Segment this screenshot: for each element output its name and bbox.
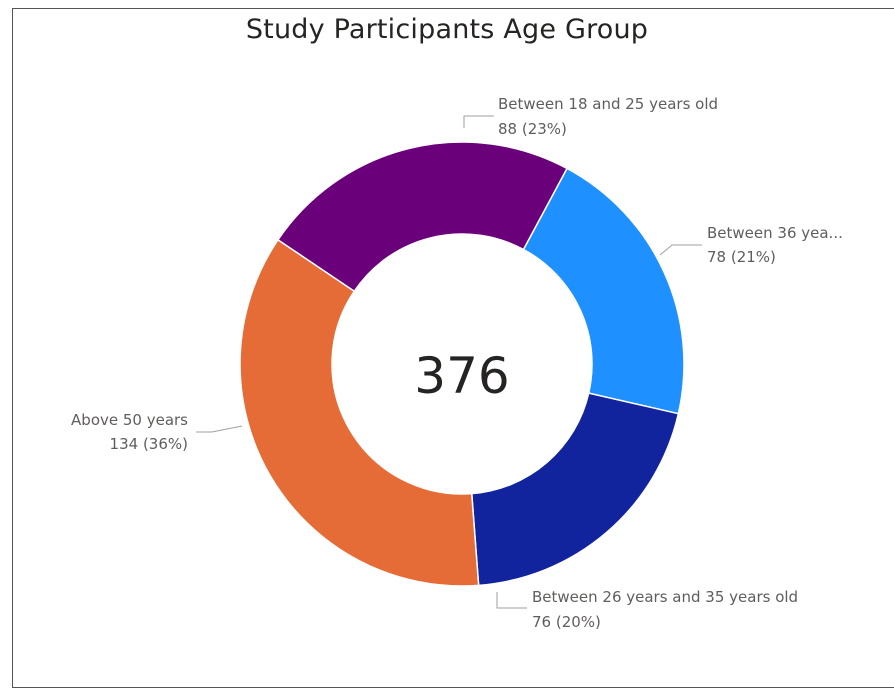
slice-value-between-18-and-25-years-old: 88 (23%)	[498, 120, 567, 138]
slice-between-26-years-and-35-years-old[interactable]	[470, 392, 680, 587]
center-total-label: 376	[414, 347, 509, 405]
leader-line-between-36-years-and-50-years-old	[659, 244, 702, 256]
slice-value-above-50-years: 134 (36%)	[110, 435, 188, 453]
slice-between-18-and-25-years-old[interactable]	[276, 141, 569, 293]
slice-above-50-years[interactable]	[239, 238, 480, 587]
donut-slices	[239, 141, 685, 587]
slice-labels: Between 18 and 25 years old 88 (23%) Betwe…	[71, 95, 843, 631]
chart-title: Study Participants Age Group	[245, 14, 649, 45]
leader-lines	[196, 115, 702, 609]
slice-value-between-36-years-and-50-years-old: 78 (21%)	[707, 248, 776, 266]
slice-label-between-26-years-and-35-years-old: Between 26 years and 35 years old	[532, 588, 798, 606]
slice-label-between-36-years-and-50-years-old: Between 36 yea...	[707, 224, 843, 242]
slice-value-between-26-years-and-35-years-old: 76 (20%)	[532, 613, 601, 631]
leader-line-above-50-years	[196, 425, 243, 433]
donut-chart: Between 18 and 25 years old 88 (23%) Betwe…	[71, 95, 843, 631]
leader-line-between-18-and-25-years-old	[463, 115, 494, 128]
slice-label-between-18-and-25-years-old: Between 18 and 25 years old	[498, 95, 718, 113]
leader-line-between-26-years-and-35-years-old	[496, 592, 527, 609]
slice-label-above-50-years: Above 50 years	[71, 411, 188, 429]
slice-between-36-years-and-50-years-old[interactable]	[522, 167, 685, 415]
